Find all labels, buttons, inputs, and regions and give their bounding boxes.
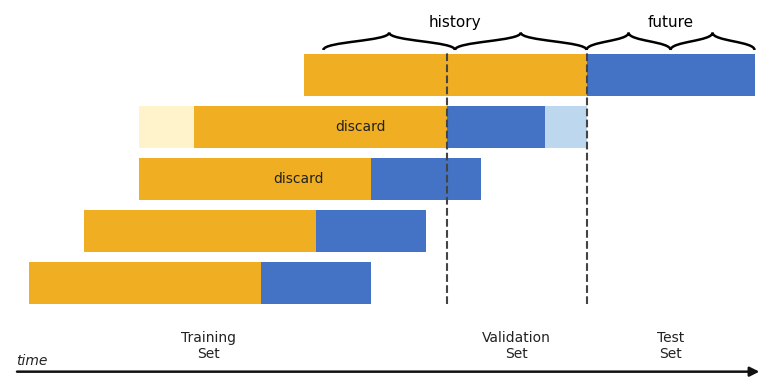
Bar	[447, 106, 545, 148]
Bar	[30, 262, 261, 304]
Text: Training
Set: Training Set	[181, 331, 236, 361]
Text: future: future	[648, 15, 694, 30]
Bar	[194, 106, 447, 148]
Bar	[140, 106, 447, 148]
Bar	[586, 54, 754, 96]
Text: Test
Set: Test Set	[657, 331, 684, 361]
Text: time: time	[16, 354, 48, 368]
Bar	[304, 54, 586, 96]
Bar	[371, 158, 481, 200]
Text: Validation
Set: Validation Set	[482, 331, 551, 361]
Bar	[316, 210, 426, 252]
Bar	[447, 106, 586, 148]
Text: history: history	[429, 15, 481, 30]
Bar	[85, 210, 316, 252]
Text: discard: discard	[335, 120, 385, 134]
Bar	[261, 262, 371, 304]
Bar	[140, 158, 371, 200]
Text: discard: discard	[274, 172, 325, 186]
